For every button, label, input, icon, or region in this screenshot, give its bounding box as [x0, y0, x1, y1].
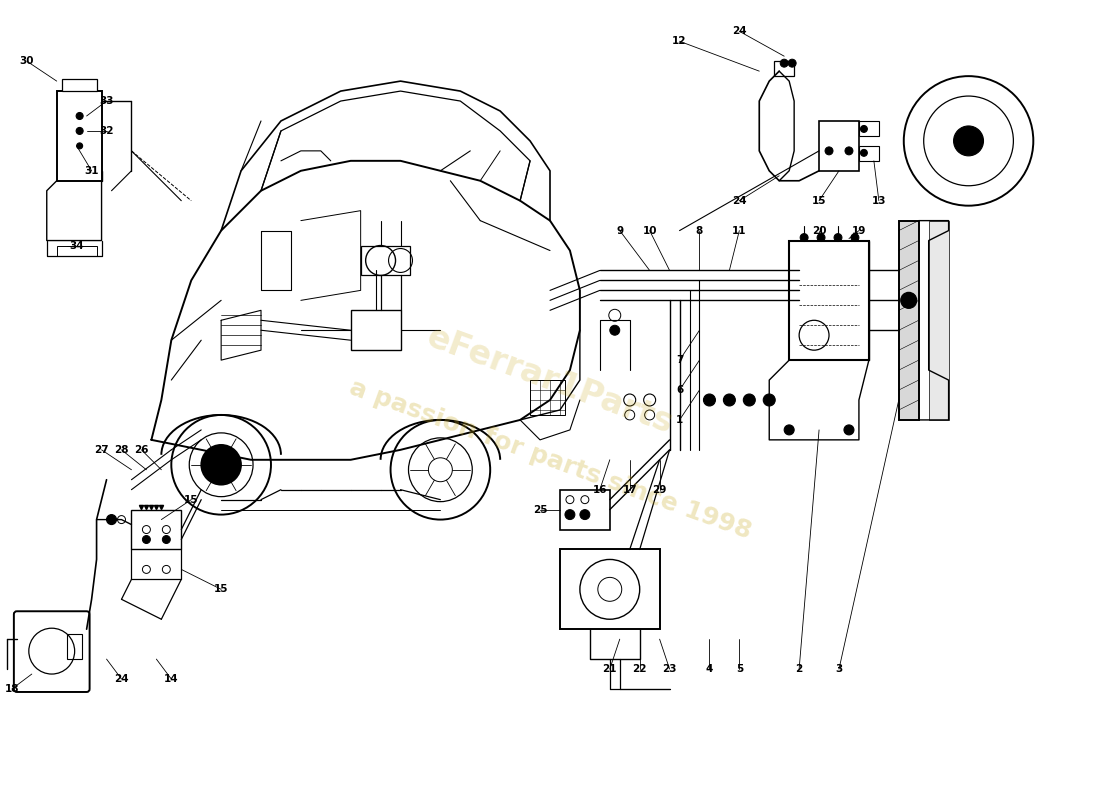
Text: 26: 26 — [134, 445, 148, 455]
Text: 29: 29 — [652, 485, 667, 494]
Bar — [859, 121, 879, 136]
Circle shape — [163, 535, 170, 543]
Text: 19: 19 — [851, 226, 866, 235]
Circle shape — [825, 147, 833, 155]
Bar — [351, 310, 400, 350]
Bar — [57, 91, 101, 181]
Text: 15: 15 — [213, 584, 229, 594]
Circle shape — [767, 397, 772, 403]
Bar — [774, 61, 794, 76]
Text: 1: 1 — [675, 415, 683, 425]
Text: 32: 32 — [99, 126, 113, 136]
Text: 22: 22 — [632, 664, 647, 674]
Circle shape — [580, 510, 590, 519]
Bar — [530, 380, 565, 415]
Circle shape — [724, 394, 736, 406]
Text: 6: 6 — [675, 385, 683, 395]
Circle shape — [107, 514, 117, 525]
Text: 33: 33 — [99, 96, 113, 106]
Circle shape — [744, 394, 756, 406]
Bar — [62, 79, 97, 91]
Circle shape — [77, 143, 82, 149]
Text: 15: 15 — [184, 494, 198, 505]
Circle shape — [784, 425, 794, 435]
Text: 24: 24 — [114, 674, 129, 684]
Text: 15: 15 — [812, 196, 826, 206]
Circle shape — [800, 234, 808, 242]
Circle shape — [704, 394, 715, 406]
Circle shape — [780, 59, 789, 67]
Text: 12: 12 — [672, 36, 686, 46]
Text: 30: 30 — [20, 56, 34, 66]
Text: 4: 4 — [706, 664, 713, 674]
Bar — [928, 221, 948, 420]
Bar — [820, 121, 859, 170]
Circle shape — [817, 234, 825, 242]
Text: 18: 18 — [4, 684, 19, 694]
Text: 34: 34 — [69, 241, 84, 250]
Circle shape — [851, 234, 859, 242]
Circle shape — [565, 510, 575, 519]
Circle shape — [76, 127, 84, 134]
Bar — [132, 510, 182, 550]
Circle shape — [763, 394, 776, 406]
Bar — [560, 490, 609, 530]
Text: 25: 25 — [532, 505, 548, 514]
Text: 31: 31 — [85, 166, 99, 176]
Text: 17: 17 — [623, 485, 637, 494]
Circle shape — [834, 234, 842, 242]
Bar — [361, 246, 410, 275]
Bar — [789, 241, 869, 360]
Text: eFerrar1Parts: eFerrar1Parts — [422, 320, 678, 440]
Text: 14: 14 — [164, 674, 178, 684]
Bar — [560, 550, 660, 630]
Circle shape — [789, 59, 796, 67]
Text: 21: 21 — [603, 664, 617, 674]
Text: 5: 5 — [736, 664, 743, 674]
Circle shape — [609, 326, 619, 335]
Circle shape — [746, 397, 752, 403]
Circle shape — [76, 113, 84, 119]
Text: 8: 8 — [696, 226, 703, 235]
Text: 24: 24 — [732, 26, 747, 36]
Text: 27: 27 — [95, 445, 109, 455]
Circle shape — [201, 445, 241, 485]
Text: 3: 3 — [835, 664, 843, 674]
Circle shape — [860, 150, 868, 156]
Text: 23: 23 — [662, 664, 676, 674]
Circle shape — [901, 292, 916, 308]
Text: 13: 13 — [871, 196, 887, 206]
Circle shape — [844, 425, 854, 435]
Text: 16: 16 — [593, 485, 607, 494]
Text: 11: 11 — [733, 226, 747, 235]
FancyBboxPatch shape — [14, 611, 89, 692]
Text: 28: 28 — [114, 445, 129, 455]
Text: 24: 24 — [732, 196, 747, 206]
Text: 7: 7 — [675, 355, 683, 365]
Text: 10: 10 — [642, 226, 657, 235]
Circle shape — [954, 126, 983, 156]
Circle shape — [142, 535, 151, 543]
Circle shape — [726, 397, 733, 403]
Bar — [899, 221, 918, 420]
Bar — [67, 634, 81, 659]
Circle shape — [706, 397, 713, 403]
Circle shape — [860, 126, 868, 133]
Text: 9: 9 — [616, 226, 624, 235]
Bar — [859, 146, 879, 161]
Text: a passion for parts since 1998: a passion for parts since 1998 — [345, 376, 755, 544]
Text: 20: 20 — [812, 226, 826, 235]
Bar — [57, 246, 97, 255]
Circle shape — [845, 147, 853, 155]
Text: 2: 2 — [795, 664, 803, 674]
